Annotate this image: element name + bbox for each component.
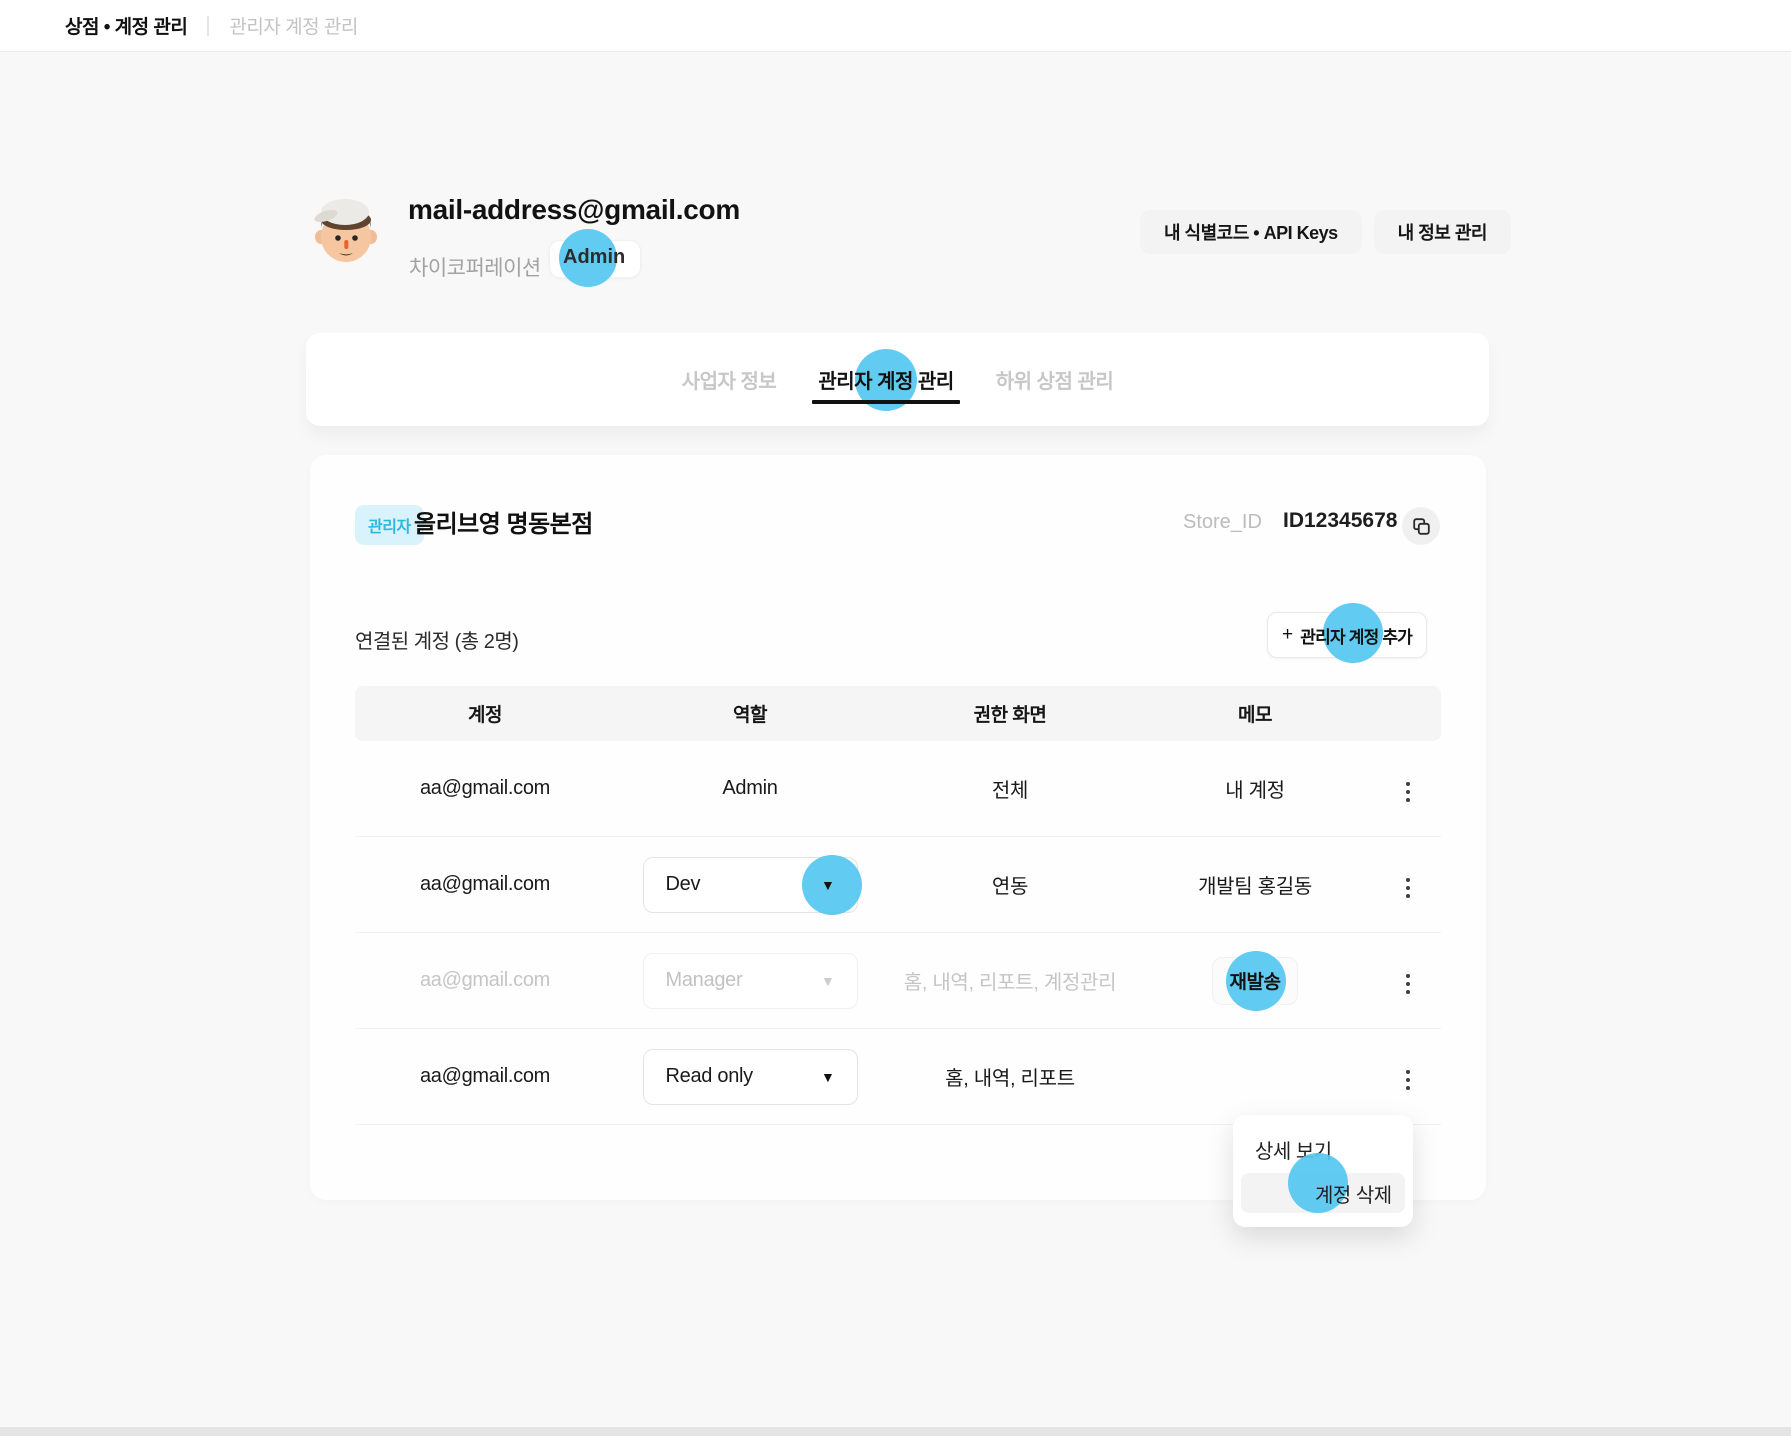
scope-text: 홈, 내역, 리포트, 계정관리	[903, 972, 1117, 994]
top-bar: 상점 • 계정 관리 관리자 계정 관리	[0, 0, 1791, 52]
profile-email: mail-address@gmail.com	[408, 194, 740, 225]
caret-down-icon: ▼	[820, 1068, 835, 1085]
role-select[interactable]: Dev ▼	[642, 854, 862, 915]
col-header-memo: 메모	[1238, 705, 1272, 726]
kebab-menu-icon[interactable]	[1400, 968, 1416, 1000]
row-context-menu: 상세 보기 계정 삭제	[1233, 1115, 1413, 1227]
memo-text: 내 계정	[1225, 780, 1285, 802]
scope-text: 연동	[991, 876, 1029, 898]
role-select[interactable]: Read only ▼	[642, 1048, 858, 1105]
caret-down-icon: ▼	[820, 876, 835, 893]
kebab-menu-icon[interactable]	[1400, 1064, 1416, 1096]
table-row-pending: aa@gmail.com Manager ▼ 홈, 내역, 리포트, 계정관리 …	[355, 933, 1441, 1029]
account-email: aa@gmail.com	[419, 1065, 551, 1087]
tab-admin-accounts[interactable]: 관리자 계정 관리	[812, 333, 960, 426]
accounts-table: 계정 역할 권한 화면 메모 aa@gmail.com Admin 전체 내 계…	[355, 686, 1441, 1125]
breadcrumb-root[interactable]: 상점 • 계정 관리	[65, 17, 188, 38]
breadcrumb-current: 관리자 계정 관리	[229, 17, 358, 38]
resend-button-wrap: 재발송	[1212, 950, 1298, 1011]
tap-indicator-delete	[1288, 1153, 1348, 1213]
avatar-illustration	[310, 194, 382, 266]
profile-company: 차이코퍼레이션	[409, 257, 541, 280]
caret-down-icon: ▼	[820, 972, 835, 989]
store-id-label: Store_ID	[1183, 511, 1262, 533]
store-id-value: ID12345678	[1283, 509, 1398, 532]
memo-text: 개발팀 홍길동	[1198, 876, 1312, 898]
tab-business-info[interactable]: 사업자 정보	[681, 371, 777, 393]
tab-bar: 사업자 정보 관리자 계정 관리 하위 상점 관리	[306, 333, 1489, 426]
admin-role-badge-label: Admin	[563, 246, 626, 268]
linked-accounts-summary: 연결된 계정 (총 2명)	[355, 631, 519, 653]
admin-accounts-card: 관리자 올리브영 명동본점 Store_ID ID12345678 연결된 계정…	[310, 455, 1486, 1200]
copy-store-id-button[interactable]	[1402, 507, 1440, 545]
col-header-scope: 권한 화면	[973, 705, 1047, 726]
account-email: aa@gmail.com	[419, 873, 551, 895]
scope-text: 전체	[991, 780, 1029, 802]
context-menu-item-delete-account[interactable]: 계정 삭제	[1241, 1153, 1405, 1213]
active-tab-underline	[812, 400, 960, 404]
role-select-disabled: Manager ▼	[642, 952, 858, 1009]
table-row: aa@gmail.com Read only ▼ 홈, 내역, 리포트	[355, 1029, 1441, 1125]
table-row: aa@gmail.com Dev ▼ 연동 개발팀 홍길동	[355, 837, 1441, 933]
kebab-menu-icon[interactable]	[1400, 776, 1416, 808]
breadcrumb-divider	[207, 15, 210, 36]
tap-indicator-resend	[1226, 950, 1286, 1011]
tab-sub-stores[interactable]: 하위 상점 관리	[995, 371, 1114, 393]
bottom-strip	[0, 1427, 1791, 1436]
tap-indicator-role-caret	[801, 854, 862, 915]
avatar	[308, 190, 384, 266]
table-row: aa@gmail.com Admin 전체 내 계정	[355, 741, 1441, 837]
api-keys-button[interactable]: 내 식별코드 • API Keys	[1140, 210, 1362, 254]
col-header-account: 계정	[468, 705, 502, 726]
account-email: aa@gmail.com	[419, 777, 551, 799]
scope-text: 홈, 내역, 리포트	[945, 1068, 1075, 1090]
copy-icon	[1412, 517, 1430, 535]
header-actions: 내 식별코드 • API Keys 내 정보 관리	[1140, 210, 1511, 254]
store-name: 올리브영 명동본점	[414, 511, 593, 538]
role-text: Admin	[722, 777, 778, 799]
tap-indicator-admin-badge	[559, 229, 617, 287]
kebab-menu-icon[interactable]	[1400, 872, 1416, 904]
col-header-role: 역할	[733, 705, 767, 726]
my-info-button[interactable]: 내 정보 관리	[1373, 210, 1511, 254]
account-email: aa@gmail.com	[419, 969, 551, 991]
store-role-badge: 관리자	[355, 505, 424, 545]
tap-indicator-add-button	[1323, 603, 1383, 663]
table-header-row: 계정 역할 권한 화면 메모	[355, 686, 1441, 741]
